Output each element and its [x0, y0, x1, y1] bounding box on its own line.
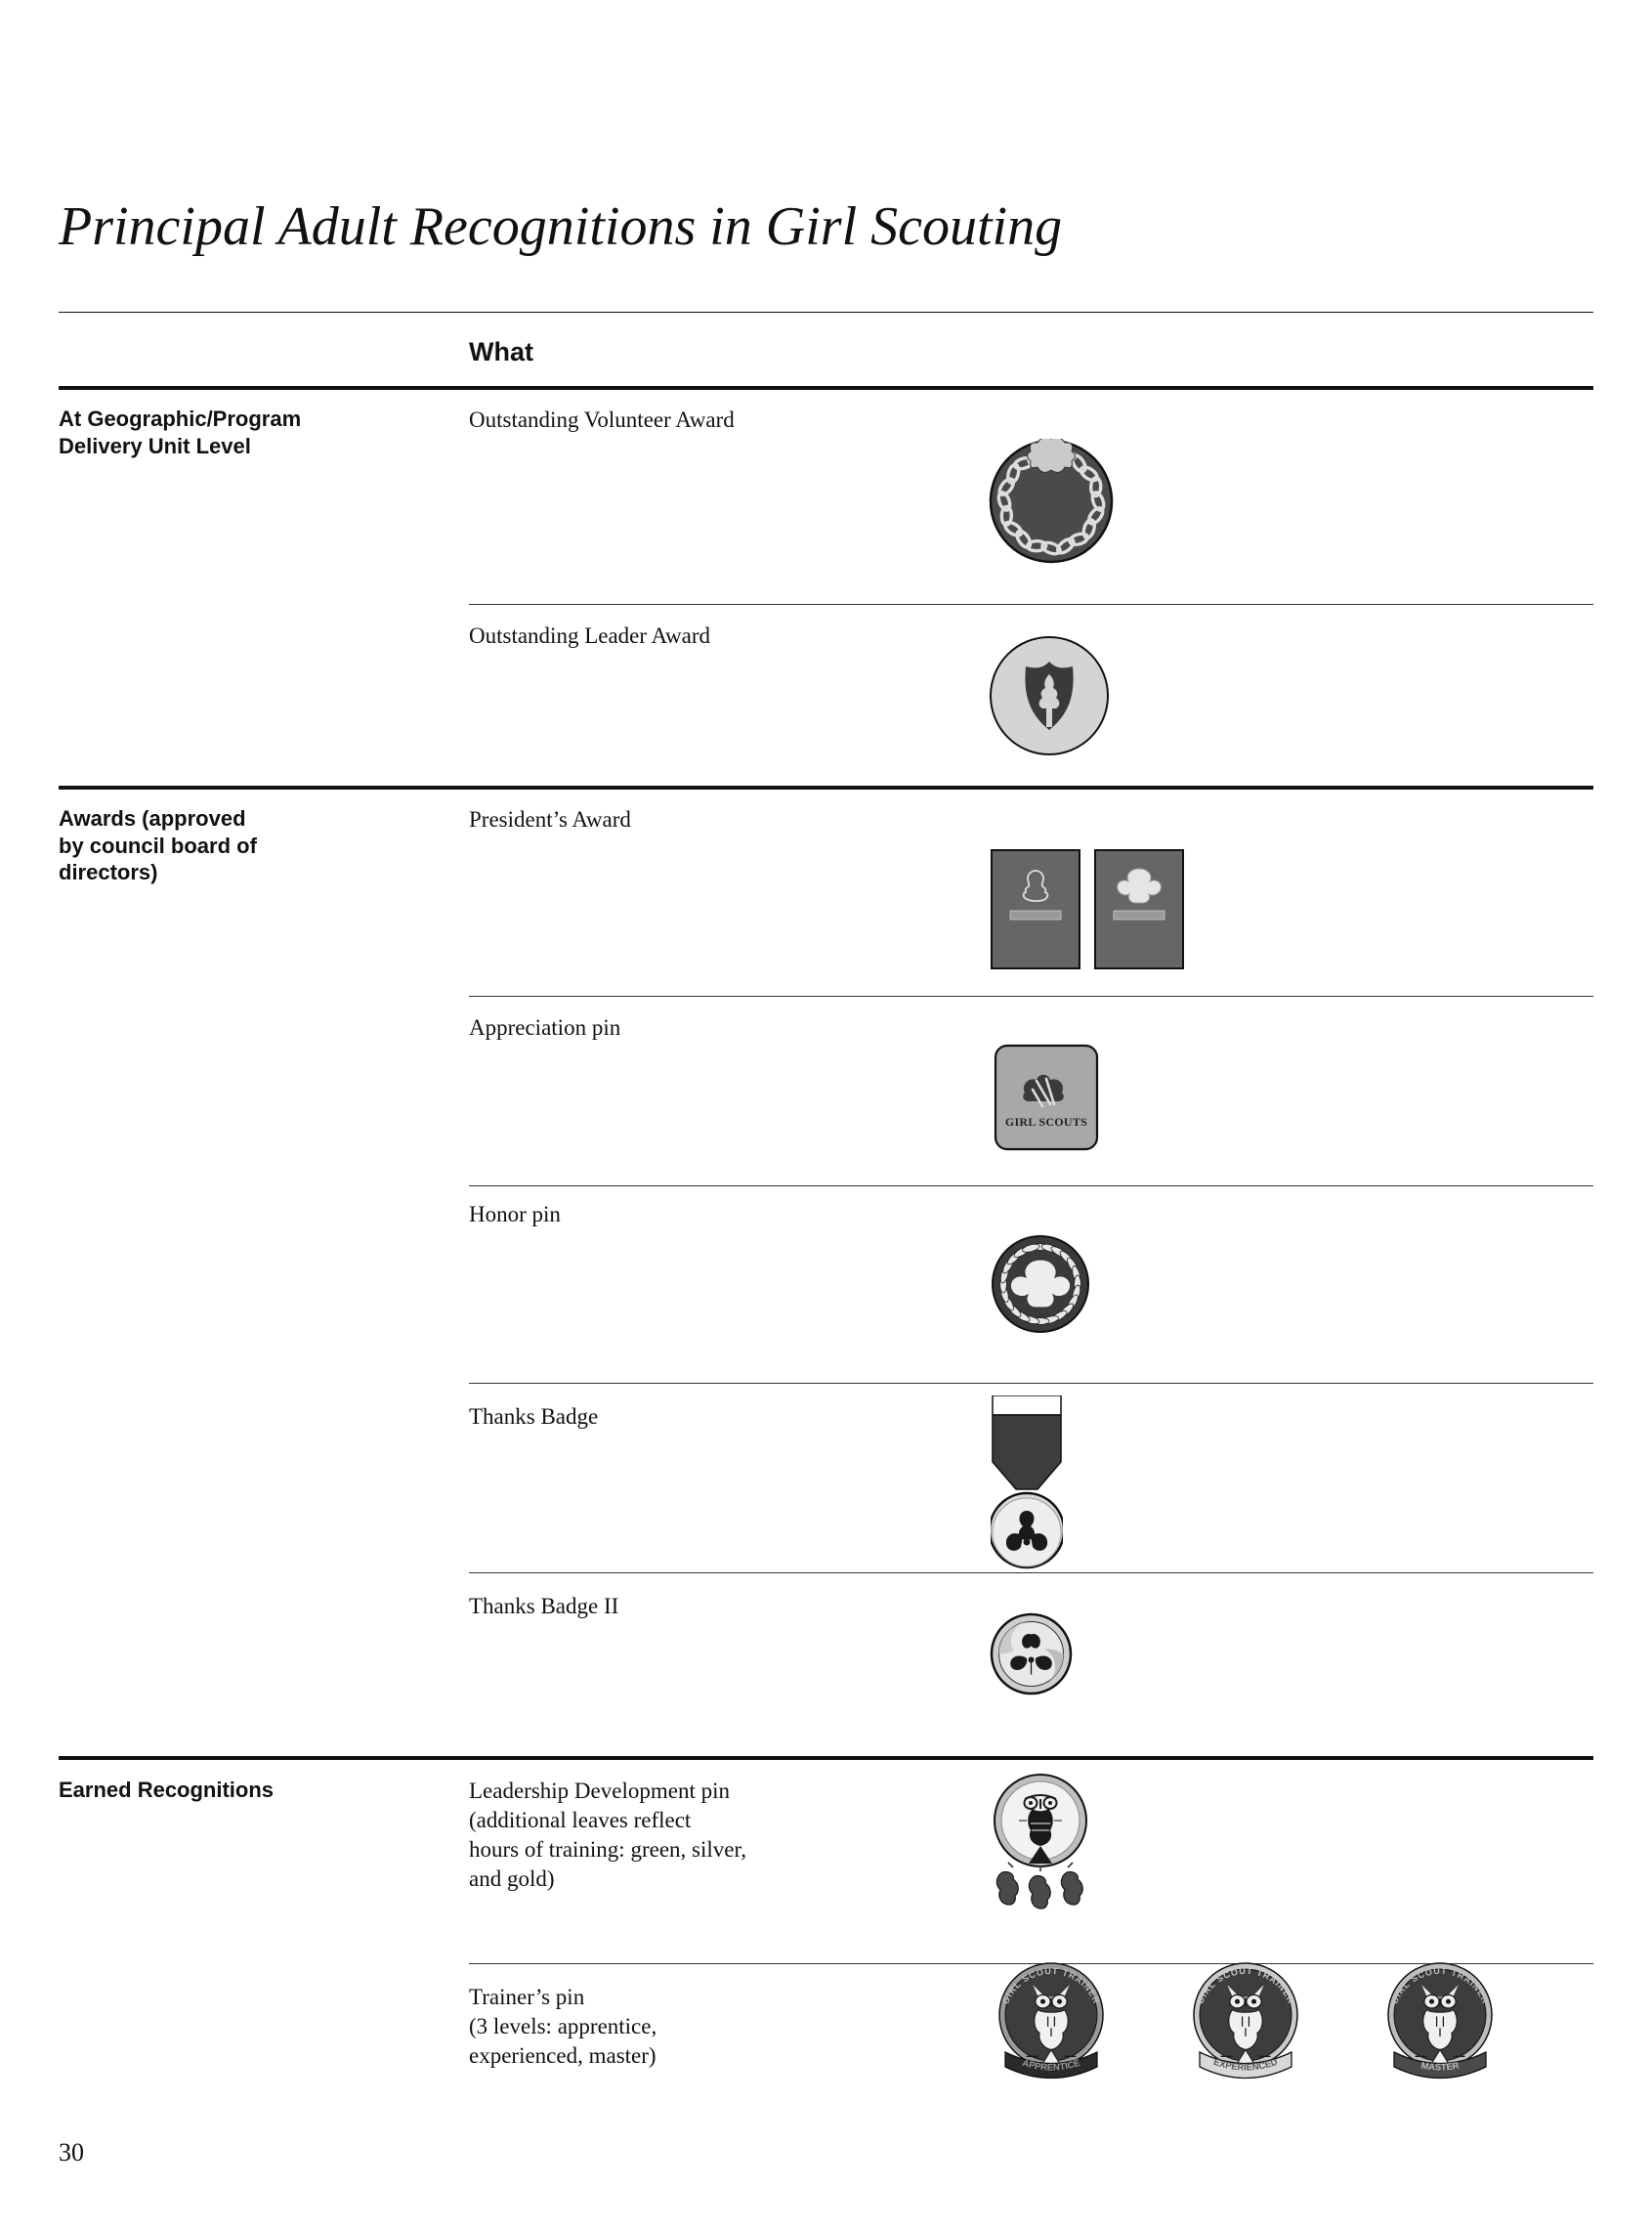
svg-text:GIRL SCOUTS: GIRL SCOUTS — [1005, 1115, 1087, 1129]
